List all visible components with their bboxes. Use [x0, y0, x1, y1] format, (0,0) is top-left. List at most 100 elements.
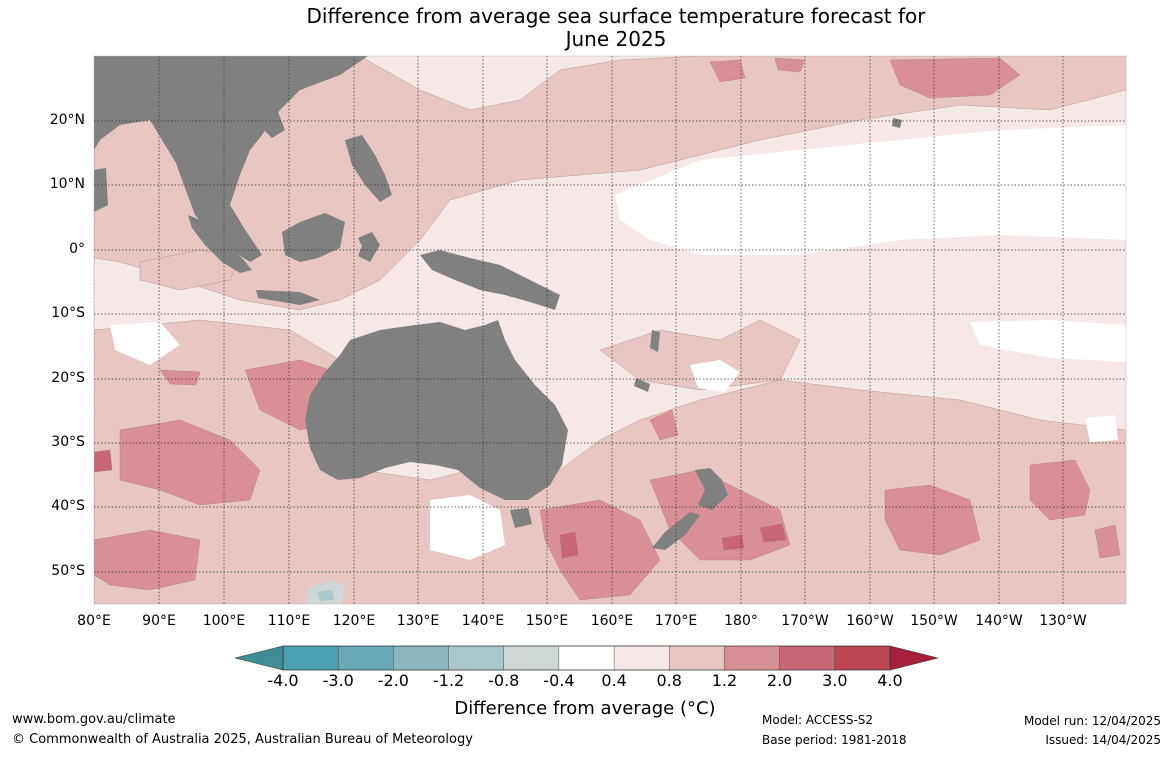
nz-south-island	[652, 512, 700, 550]
longitude-label: 170°E	[654, 613, 698, 629]
longitude-label: 130°W	[1039, 613, 1087, 629]
model-name: Model: ACCESS-S2	[762, 713, 874, 727]
warm-core-1	[559, 531, 579, 559]
latitude-label: 0°	[69, 241, 85, 257]
colorbar-frame	[282, 645, 891, 671]
colorbar-tick-label: 0.8	[656, 671, 682, 690]
colorbar-swatch	[337, 645, 395, 671]
website-link[interactable]: www.bom.gov.au/climate	[12, 712, 176, 727]
longitude-label: 180°	[724, 613, 758, 629]
colorbar-above-arrow	[889, 645, 939, 671]
copyright-text: © Commonwealth of Australia 2025, Austra…	[12, 732, 473, 747]
land-masses	[94, 56, 902, 550]
hawaii	[892, 118, 902, 128]
colorbar-swatch	[282, 645, 339, 671]
neutral-patch-bight	[430, 495, 505, 560]
colorbar-tick-label: 0.4	[601, 671, 627, 690]
colorbar-swatch	[613, 645, 670, 671]
india-tip	[94, 168, 108, 212]
new-caledonia	[634, 378, 650, 392]
colorbar-tick-label: 1.2	[711, 671, 738, 690]
colorbar-tick-label: -2.0	[377, 671, 409, 690]
warm-core-2	[721, 534, 745, 551]
latitude-label: 10°S	[51, 305, 85, 321]
longitude-label: 130°E	[396, 613, 440, 629]
map-title-line1: Difference from average sea surface temp…	[306, 4, 926, 28]
colorbar-tick-label: 3.0	[822, 671, 848, 690]
base-period: Base period: 1981-2018	[762, 733, 907, 747]
new-guinea	[420, 250, 560, 310]
warm-core-4	[94, 449, 113, 473]
longitude-label: 140°W	[975, 613, 1023, 629]
map-title: Difference from average sea surface temp…	[0, 5, 1173, 51]
map-frame	[93, 55, 1127, 605]
sulawesi	[358, 232, 380, 262]
colorbar-swatch	[558, 645, 615, 671]
latitude-label: 50°S	[51, 563, 85, 579]
colorbar-swatch	[834, 645, 891, 671]
neutral-region-equatorial	[615, 125, 1126, 255]
latitude-label: 20°S	[51, 370, 85, 386]
colorbar-swatch	[779, 645, 836, 671]
colorbar-tick-label: -3.0	[322, 671, 354, 690]
warm-patch-ne	[889, 57, 1021, 99]
longitude-label: 160°E	[590, 613, 634, 629]
colorbar-below-arrow	[234, 645, 284, 671]
map-title-line2: June 2025	[565, 27, 667, 51]
colorbar-title: Difference from average (°C)	[454, 698, 716, 719]
longitude-label: 80°E	[77, 613, 111, 629]
graticule-lines	[94, 56, 1126, 604]
warm-anomaly-1.2-2.0	[94, 57, 1121, 601]
colorbar	[234, 645, 939, 671]
warm-anomaly-2.0-3.0	[94, 449, 787, 559]
colorbar-swatch	[724, 645, 781, 671]
hainan-area	[262, 112, 285, 138]
longitude-label: 160°W	[846, 613, 894, 629]
australia	[305, 320, 568, 500]
model-run-date: Model run: 12/04/2025	[1023, 714, 1161, 728]
longitude-label: 140°E	[461, 613, 505, 629]
warm-patch-sp3	[1094, 524, 1121, 559]
longitude-label: 90°E	[142, 613, 176, 629]
longitude-label: 170°W	[781, 613, 829, 629]
cool-anomaly-core	[318, 590, 334, 601]
warm-patch-cs	[649, 409, 679, 441]
colorbar-swatch	[393, 645, 450, 671]
longitude-label: 150°W	[910, 613, 958, 629]
neutral-patch-e	[1085, 415, 1118, 442]
colorbar-swatch	[503, 645, 560, 671]
warm-patch-n1	[709, 59, 746, 83]
warm-core-3	[759, 523, 787, 543]
warm-patch-sp2	[1029, 459, 1091, 521]
philippines	[345, 135, 392, 202]
colorbar-swatch	[448, 645, 505, 671]
longitude-label: 120°E	[332, 613, 376, 629]
neutral-patch-n	[960, 162, 985, 182]
colorbar-swatches	[282, 645, 891, 671]
latitude-label: 40°S	[51, 498, 85, 514]
warm-patch-sp1	[884, 484, 981, 556]
colorbar-swatch	[669, 645, 726, 671]
warm-patch-n2	[774, 57, 806, 73]
vanuatu	[650, 330, 660, 352]
longitude-label: 100°E	[202, 613, 246, 629]
latitude-label: 10°N	[49, 176, 85, 192]
warm-patch-io2	[94, 529, 201, 591]
colorbar-tick-label: 4.0	[877, 671, 903, 690]
longitude-label: 110°E	[267, 613, 311, 629]
warm-patch-io1	[119, 419, 261, 506]
sumatra	[188, 215, 252, 273]
neutral-patch-io	[110, 322, 180, 365]
nz-north-island	[695, 468, 728, 510]
colorbar-tick-label: -1.2	[432, 671, 465, 690]
tasmania	[510, 508, 532, 528]
near-average-regions	[110, 125, 1126, 560]
neutral-patch-sp	[970, 320, 1126, 362]
latitude-label: 20°N	[49, 112, 85, 128]
issued-date: Issued: 14/04/2025	[1045, 733, 1161, 747]
colorbar-tick-label: -4.0	[267, 671, 299, 690]
warm-region-north	[94, 56, 1126, 311]
warm-region-central	[599, 319, 801, 391]
asia-mainland	[94, 56, 368, 262]
